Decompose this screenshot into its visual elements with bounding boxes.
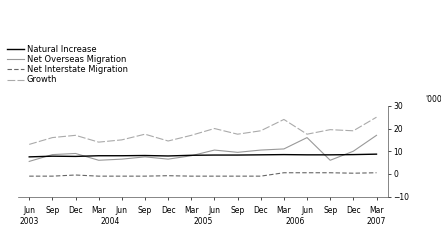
Text: Dec: Dec (254, 206, 268, 215)
Text: Jun: Jun (116, 206, 128, 215)
Legend: Natural Increase, Net Overseas Migration, Net Interstate Migration, Growth: Natural Increase, Net Overseas Migration… (7, 45, 128, 84)
Text: Mar: Mar (369, 206, 384, 215)
Text: 2007: 2007 (367, 217, 386, 226)
Text: Sep: Sep (323, 206, 337, 215)
Text: Jun: Jun (301, 206, 313, 215)
Text: Sep: Sep (45, 206, 60, 215)
Text: Mar: Mar (277, 206, 291, 215)
Text: 2004: 2004 (101, 217, 120, 226)
Text: Mar: Mar (91, 206, 106, 215)
Text: Jun: Jun (23, 206, 35, 215)
Text: Dec: Dec (346, 206, 361, 215)
Text: 2005: 2005 (193, 217, 213, 226)
Text: '000: '000 (425, 95, 441, 104)
Text: Jun: Jun (209, 206, 220, 215)
Text: Dec: Dec (68, 206, 83, 215)
Text: Dec: Dec (161, 206, 176, 215)
Text: Sep: Sep (231, 206, 245, 215)
Text: Mar: Mar (184, 206, 198, 215)
Text: 2003: 2003 (19, 217, 39, 226)
Text: 2006: 2006 (286, 217, 305, 226)
Text: Sep: Sep (138, 206, 152, 215)
